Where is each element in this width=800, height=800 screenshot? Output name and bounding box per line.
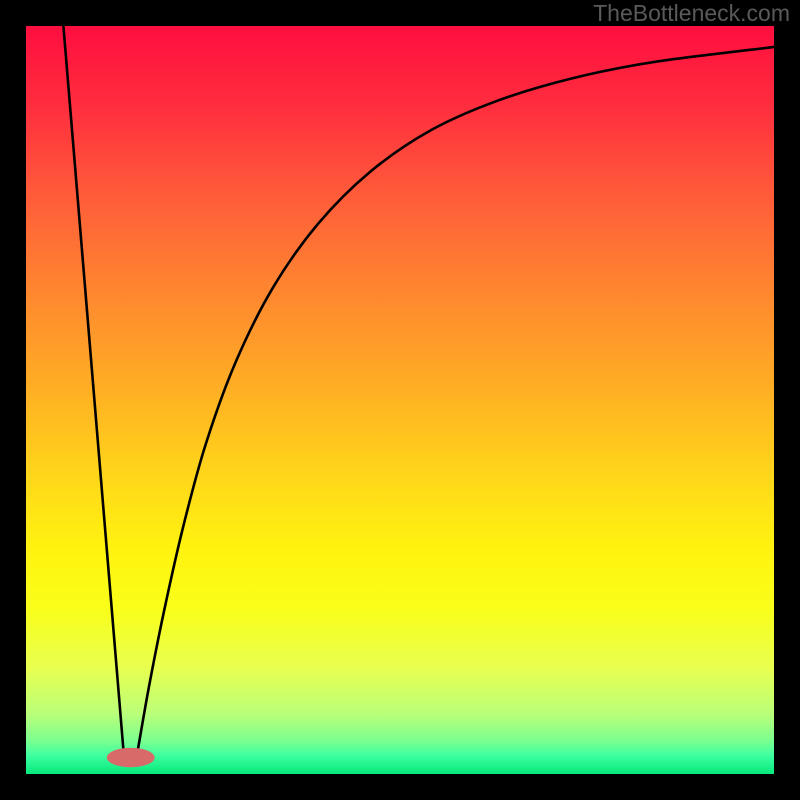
- watermark-text: TheBottleneck.com: [593, 0, 790, 27]
- chart-frame: TheBottleneck.com: [0, 0, 800, 800]
- optimum-marker: [107, 748, 155, 767]
- gradient-background: [26, 26, 774, 774]
- chart-svg: [0, 0, 800, 800]
